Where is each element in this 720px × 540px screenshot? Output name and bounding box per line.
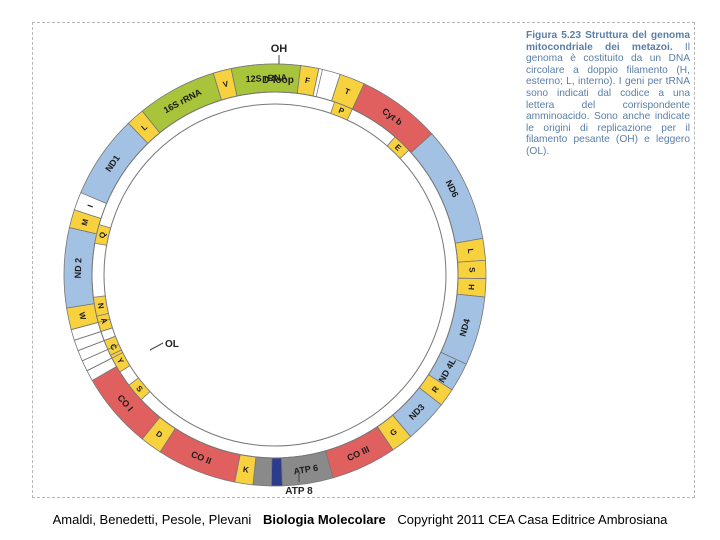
inner-trna-label-c: C (108, 343, 119, 352)
inner-strand-circle (103, 103, 447, 447)
segment-label-nd2: ND 2 (73, 258, 84, 279)
inner-trna-label-q: Q (97, 231, 107, 239)
segment-label-t: T (343, 87, 351, 97)
segment-label-12s-rrna: 12S rRNA (245, 72, 287, 84)
segment-label-m: M (80, 218, 91, 227)
oh-label: OH (271, 43, 288, 55)
inner-trna-q (94, 224, 112, 246)
figure-frame (32, 22, 695, 498)
segment-label-l2: L (140, 122, 150, 132)
inner-trna-n (92, 295, 109, 317)
caption-heading: Figura 5.23 Struttura del genoma mitocon… (526, 30, 690, 53)
segment-label-r: R (430, 384, 441, 394)
inner-trna-label-y: Y (115, 356, 126, 366)
ol-region-divider (74, 327, 113, 341)
inner-trna-p (330, 101, 353, 121)
dloop-label: D-loop (262, 75, 294, 86)
segment-label-k: K (242, 465, 249, 475)
segment-label-nd4: ND4 (458, 318, 472, 338)
inner-trna-s2 (128, 377, 151, 401)
caption-text: Il genoma è costituito da un DNA circola… (526, 41, 690, 157)
inner-trna-y (109, 349, 131, 373)
ol-region-divider (82, 344, 119, 362)
ol-region-divider (77, 335, 116, 351)
inner-trna-label-s2: S (134, 384, 145, 394)
segment-atp-8 (270, 457, 283, 487)
atp8-label: ATP 8 (285, 486, 313, 497)
figure-caption: Figura 5.23 Struttura del genoma mitocon… (526, 30, 690, 158)
segment-label-v: V (222, 79, 230, 89)
segment-label-f: F (304, 76, 310, 86)
ol-pointer (149, 342, 164, 351)
outer-strand-inner-edge (91, 91, 459, 459)
footer-copyright: Copyright 2011 CEA Casa Editrice Ambrosi… (397, 512, 668, 527)
footer-book-title: Biologia Molecolare (262, 512, 386, 527)
inner-trna-label-a: A (99, 317, 109, 325)
footer-credits: Amaldi, Benedetti, Pesole, Plevani Biolo… (0, 512, 720, 527)
ol-region-divider (86, 352, 123, 372)
segment-label-d: D (154, 429, 164, 440)
inner-trna-e (386, 136, 410, 159)
footer-authors: Amaldi, Benedetti, Pesole, Plevani (52, 512, 252, 527)
inner-trna-label-p: P (337, 106, 346, 117)
segment-label-w: W (77, 311, 87, 321)
inner-trna-label-e: E (393, 143, 404, 154)
inner-trna-label-n: N (96, 302, 106, 309)
segment-label-h: H (467, 284, 476, 291)
segment-label-l: L (466, 248, 476, 254)
segment-label-g: G (388, 427, 398, 438)
segment-label-s: S (467, 267, 476, 273)
ol-region-divider (71, 318, 110, 330)
ol-label: OL (165, 339, 179, 350)
segment-label-i: I (86, 203, 95, 208)
